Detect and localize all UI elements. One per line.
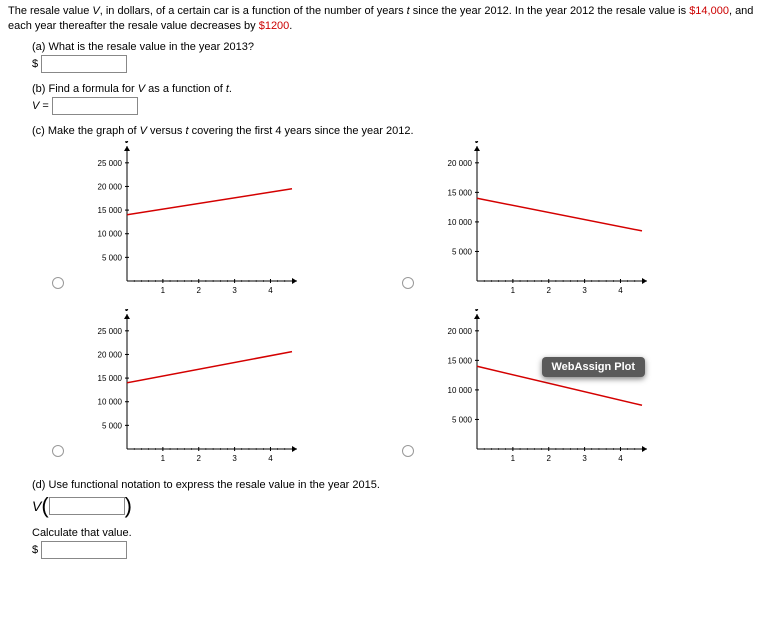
graph-radio[interactable] <box>402 277 414 289</box>
svg-text:10 000: 10 000 <box>447 386 472 395</box>
svg-text:4: 4 <box>268 286 273 295</box>
graph-option[interactable]: 12345 00010 00015 00020 00025 000tV <box>72 309 406 469</box>
webassign-plot-tooltip: WebAssign Plot <box>542 357 646 377</box>
svg-text:2: 2 <box>546 286 551 295</box>
svg-text:5 000: 5 000 <box>451 247 472 256</box>
svg-text:2: 2 <box>546 454 551 463</box>
close-paren: ) <box>125 493 132 518</box>
intro-text: The resale value <box>8 5 92 17</box>
svg-text:V: V <box>124 309 132 314</box>
svg-text:V: V <box>124 141 132 146</box>
svg-text:4: 4 <box>268 454 273 463</box>
svg-text:2: 2 <box>197 454 202 463</box>
part-d: (d) Use functional notation to express t… <box>32 479 755 559</box>
svg-text:1: 1 <box>510 454 515 463</box>
part-a: (a) What is the resale value in the year… <box>32 41 755 73</box>
part-b-input[interactable] <box>52 97 138 115</box>
func-v: V <box>32 498 41 514</box>
svg-text:3: 3 <box>582 286 587 295</box>
svg-text:20 000: 20 000 <box>98 350 123 359</box>
svg-text:3: 3 <box>232 454 237 463</box>
graph-options-grid: 12345 00010 00015 00020 00025 000tV12345… <box>72 141 755 469</box>
svg-text:25 000: 25 000 <box>98 327 123 336</box>
graph-option[interactable]: 12345 00010 00015 00020 000tV <box>422 141 756 301</box>
decrease-value: $1200 <box>259 20 290 32</box>
svg-text:15 000: 15 000 <box>98 374 123 383</box>
svg-text:15 000: 15 000 <box>447 188 472 197</box>
graph-option[interactable]: 12345 00010 00015 00020 000tVWebAssign P… <box>422 309 756 469</box>
currency-prefix-d: $ <box>32 544 38 556</box>
svg-text:1: 1 <box>161 454 166 463</box>
part-c-label: (c) Make the graph of V versus t coverin… <box>32 125 755 137</box>
svg-text:10 000: 10 000 <box>98 398 123 407</box>
svg-text:5 000: 5 000 <box>102 253 123 262</box>
svg-text:3: 3 <box>232 286 237 295</box>
svg-text:4: 4 <box>618 454 623 463</box>
svg-text:15 000: 15 000 <box>98 206 123 215</box>
part-b: (b) Find a formula for V as a function o… <box>32 83 755 115</box>
svg-text:20 000: 20 000 <box>98 182 123 191</box>
var-v: V <box>92 5 99 17</box>
svg-text:4: 4 <box>618 286 623 295</box>
svg-text:20 000: 20 000 <box>447 327 472 336</box>
part-b-label: (b) Find a formula for V as a function o… <box>32 83 755 95</box>
part-a-label: (a) What is the resale value in the year… <box>32 41 755 53</box>
svg-text:15 000: 15 000 <box>447 356 472 365</box>
problem-intro: The resale value V, in dollars, of a cer… <box>8 4 755 35</box>
graph-radio[interactable] <box>402 445 414 457</box>
graph-option[interactable]: 12345 00010 00015 00020 00025 000tV <box>72 141 406 301</box>
svg-text:1: 1 <box>161 286 166 295</box>
svg-text:20 000: 20 000 <box>447 159 472 168</box>
initial-value: $14,000 <box>689 5 729 17</box>
part-d-label: (d) Use functional notation to express t… <box>32 479 755 491</box>
currency-prefix: $ <box>32 58 38 70</box>
svg-text:10 000: 10 000 <box>447 218 472 227</box>
svg-text:10 000: 10 000 <box>98 230 123 239</box>
open-paren: ( <box>41 493 48 518</box>
svg-text:5 000: 5 000 <box>451 415 472 424</box>
part-a-input[interactable] <box>41 55 127 73</box>
svg-text:3: 3 <box>582 454 587 463</box>
svg-text:V: V <box>473 309 481 314</box>
part-d-value-input[interactable] <box>41 541 127 559</box>
graph-radio[interactable] <box>52 277 64 289</box>
part-c: (c) Make the graph of V versus t coverin… <box>32 125 755 469</box>
svg-text:25 000: 25 000 <box>98 159 123 168</box>
graph-radio[interactable] <box>52 445 64 457</box>
svg-text:V: V <box>473 141 481 146</box>
svg-text:2: 2 <box>197 286 202 295</box>
calc-label: Calculate that value. <box>32 527 755 539</box>
svg-text:5 000: 5 000 <box>102 421 123 430</box>
part-d-arg-input[interactable] <box>49 497 125 515</box>
svg-text:1: 1 <box>510 286 515 295</box>
